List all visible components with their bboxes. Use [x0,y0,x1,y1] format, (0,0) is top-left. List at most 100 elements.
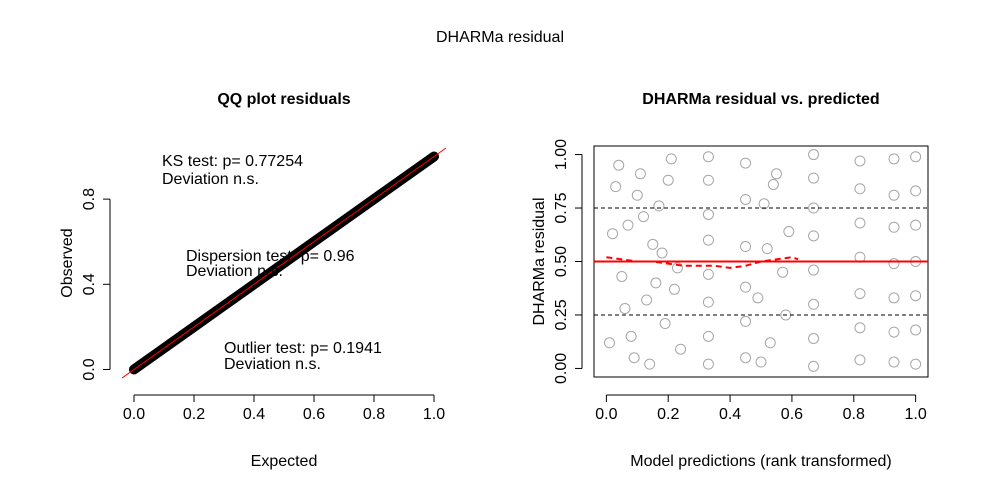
residual-point [702,174,714,186]
residual-point [665,153,677,165]
figure-title: DHARMa residual [436,29,564,46]
test-annotation: Dispersion test: p= 0.96 [186,248,355,265]
residual-point [603,337,615,349]
residual-point [607,228,619,240]
residual-point [910,358,922,370]
residual-point [740,157,752,169]
residual-point [854,155,866,167]
residual-point [659,318,671,330]
residual-point [740,193,752,205]
x-axis-label: Model predictions (rank transformed) [630,453,891,470]
residual-point [740,241,752,253]
residual-point [767,179,779,190]
residual-point [888,258,900,270]
residual-point [622,219,634,231]
residual-point [808,298,820,310]
y-tick-label: 1.00 [553,139,570,170]
residual-point [628,352,640,364]
residual-point [910,151,922,163]
residual-point [619,303,631,315]
residual-point [854,322,866,334]
residual-point [758,198,770,210]
x-axis-label: Expected [251,453,318,470]
residual-point [634,168,646,180]
x-tick-label: 0.4 [719,406,741,423]
residual-point [702,234,714,246]
residual-point [755,356,767,368]
residual-point [808,333,820,344]
y-tick-label: 0.0 [81,358,98,380]
y-tick-label: 0.25 [553,299,570,330]
x-tick-label: 0.6 [781,406,803,423]
residual-point [702,208,714,220]
residual-point [854,354,866,366]
residual-point [910,219,922,231]
residual-point [808,264,820,276]
residual-point [610,181,622,193]
residual-point [761,243,773,255]
reference-line [121,147,447,379]
residual-point [675,343,687,355]
x-tick-label: 0.2 [657,406,679,423]
residual-point [702,151,714,163]
residual-point [888,292,900,304]
chart-title: QQ plot residuals [217,91,350,108]
residual-point [656,247,668,259]
residual-point [808,172,820,184]
residual-point [854,183,866,195]
residual-point [631,189,643,201]
residual-point [740,352,752,364]
residual-point [653,200,665,212]
residual-point [808,149,820,161]
y-tick-label: 0.4 [81,273,98,295]
residual-point [910,324,922,336]
residual-point [854,288,866,300]
residual-point [625,330,637,342]
residual-point [808,360,820,372]
y-tick-label: 0.8 [81,188,98,210]
x-tick-label: 1.0 [905,406,927,423]
residual-point [702,330,714,342]
residual-point [910,185,922,197]
residual-point [613,159,625,171]
residual-point [702,296,714,308]
residual-point [854,217,866,229]
chart-title: DHARMa residual vs. predicted [642,91,879,108]
residual-point [672,262,683,274]
x-tick-label: 1.0 [423,406,445,423]
test-annotation: Deviation n.s. [224,356,321,373]
y-tick-label: 0.00 [553,353,570,384]
test-annotation: Deviation n.s. [162,171,259,188]
residual-point [740,281,752,293]
residual-point [764,337,776,349]
residual-point [752,292,764,304]
test-annotation: KS test: p= 0.77254 [162,153,303,170]
residual-point [616,270,628,282]
y-axis-label: DHARMa residual [531,197,548,325]
y-axis-label: Observed [59,228,76,297]
residual-point [777,266,789,278]
x-tick-label: 0.8 [843,406,865,423]
x-tick-label: 0.8 [363,406,385,423]
x-tick-label: 0.2 [183,406,205,423]
residual-point [888,356,900,368]
quantile-smooth [606,256,799,269]
residual-point [702,268,714,280]
residual-point [637,211,649,223]
residual-point [740,315,752,327]
residual-point [647,238,659,250]
test-annotation: Outlier test: p= 0.1941 [224,340,382,357]
x-tick-label: 0.4 [243,406,265,423]
y-tick-label: 0.75 [553,192,570,223]
residual-point [702,358,714,370]
residual-point [644,358,656,370]
residual-point [783,226,795,238]
residual-point [888,326,900,338]
residual-point [808,230,820,242]
residual-point [888,153,900,165]
residual-point [650,277,662,289]
x-tick-label: 0.6 [303,406,325,423]
residual-point [770,168,782,180]
x-tick-label: 0.0 [595,406,617,423]
